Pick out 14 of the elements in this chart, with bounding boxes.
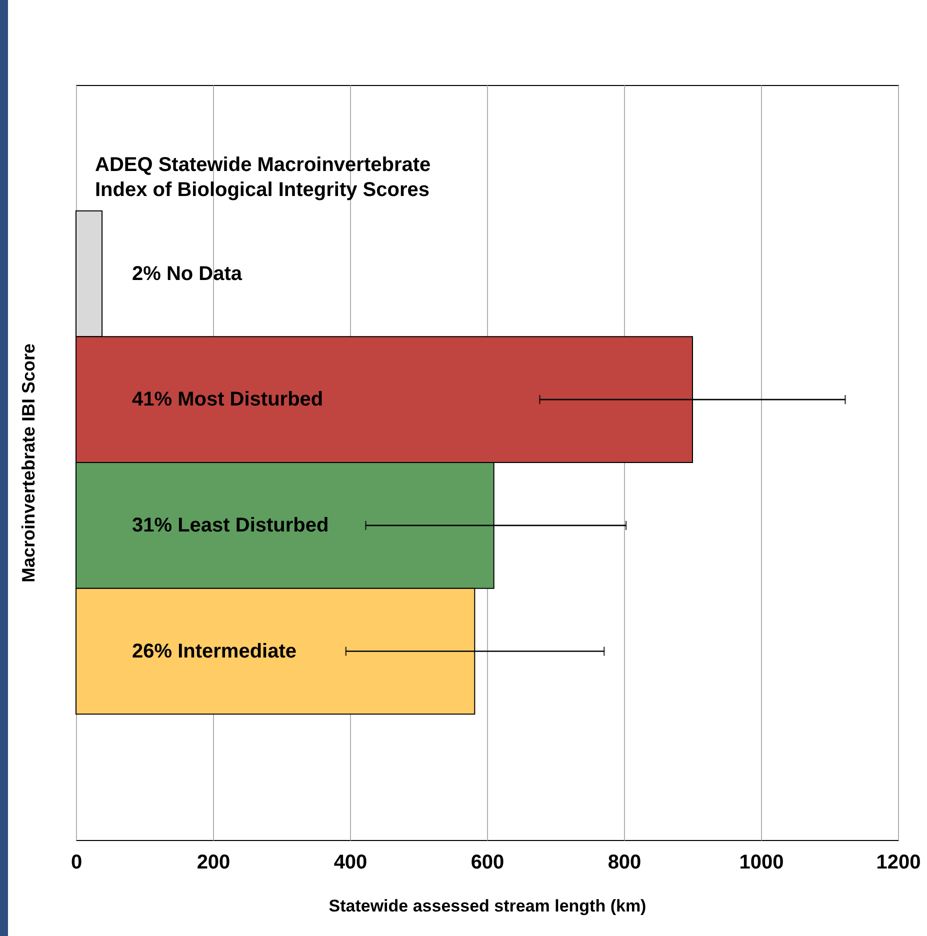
x-tick-label: 400 <box>334 852 368 874</box>
y-tick-label: 2% No Data <box>132 262 243 285</box>
y-axis-title: Macroinvertebrate IBI Score <box>18 343 38 583</box>
x-axis-title: Statewide assessed stream length (km) <box>328 896 646 916</box>
x-tick-label: 800 <box>608 852 642 874</box>
y-tick-label: 41% Most Disturbed <box>132 388 324 411</box>
y-tick-label: 31% Least Disturbed <box>132 514 329 536</box>
chart-title: ADEQ Statewide Macroinvertebrate Index of Biological Integrity Scores <box>95 154 431 201</box>
x-tick-label: 1200 <box>876 852 921 874</box>
x-tick-label: 1000 <box>739 852 784 874</box>
y-tick-label: 26% Intermediate <box>132 640 297 662</box>
x-tick-label: 200 <box>196 852 230 874</box>
x-tick-label: 0 <box>70 852 82 874</box>
x-tick-label: 600 <box>470 852 504 874</box>
